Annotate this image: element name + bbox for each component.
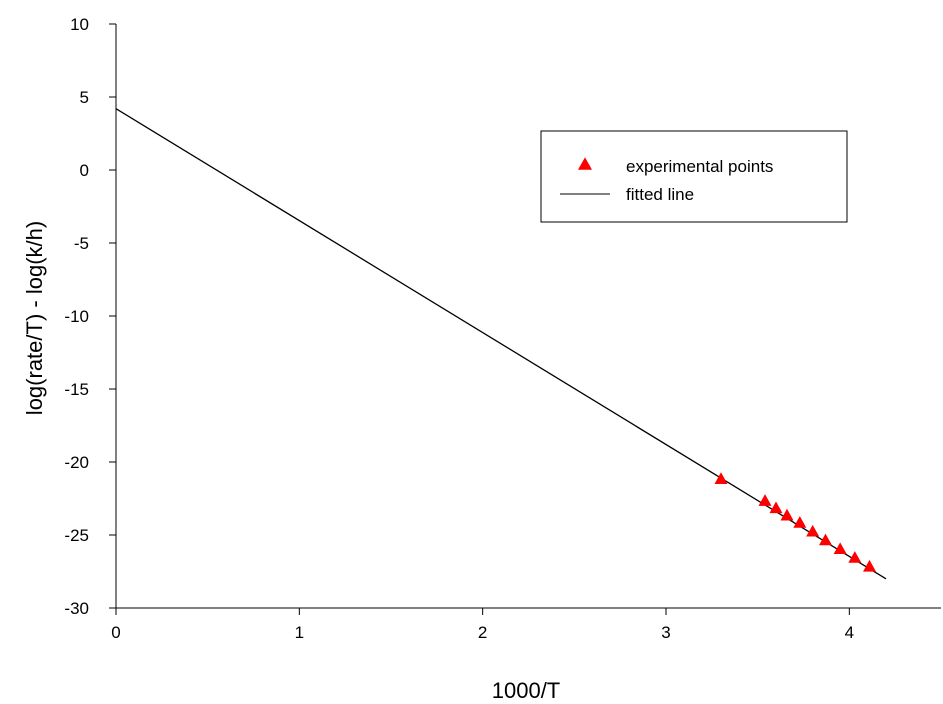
data-point [793,516,807,528]
axes: 0 1 2 3 4 10 5 0 -5 -10 -15 -20 -25 -30 [64,15,941,642]
data-point [806,524,820,537]
data-point [848,551,862,563]
y-tick-label: -30 [64,599,89,618]
data-point [758,494,772,506]
legend: experimental points fitted line [540,130,848,223]
data-point [819,533,832,546]
x-axis-title: 1000/T [492,678,561,703]
legend-marker-triangle [578,157,592,170]
legend-label-experimental: experimental points [626,157,773,176]
y-tick-label: 10 [70,15,89,34]
x-tick-label: 3 [661,623,670,642]
data-point [863,559,876,572]
y-tick-label: -25 [64,526,89,545]
x-tick-label: 2 [478,623,487,642]
data-point [780,508,794,521]
legend-box [540,130,848,223]
fitted-line [115,108,887,580]
x-tick-label: 4 [845,623,854,642]
legend-label-fitted: fitted line [626,185,694,204]
data-point [833,542,847,555]
x-tick-label: 0 [111,623,120,642]
data-point [714,472,728,484]
y-tick-label: -15 [64,380,89,399]
y-axis-title: log(rate/T) - log(k/h) [22,221,47,415]
y-tick-label: -10 [64,307,89,326]
y-tick-label: -20 [64,453,89,472]
y-tick-label: -5 [74,234,89,253]
y-tick-label: 0 [80,161,89,180]
plot-area [115,108,887,580]
y-tick-label: 5 [80,88,89,107]
x-tick-label: 1 [295,623,304,642]
data-point [769,501,783,514]
